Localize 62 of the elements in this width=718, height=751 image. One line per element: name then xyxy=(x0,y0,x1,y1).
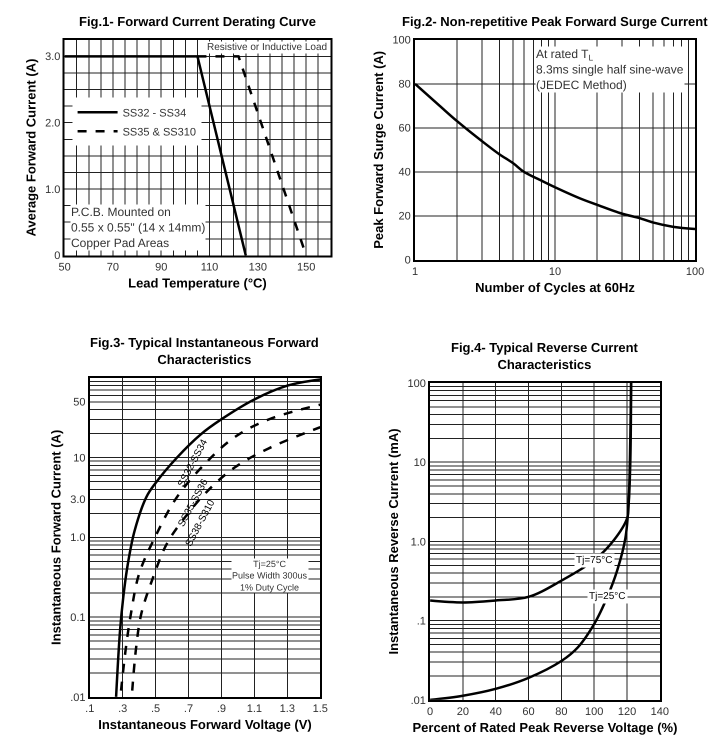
y-tick-label: 80 xyxy=(398,78,411,91)
y-axis-title: Peak Forward Surge Current (A) xyxy=(370,50,386,249)
x-tick-label: 150 xyxy=(296,262,316,274)
y-axis-title: Average Forward Current (A) xyxy=(24,58,39,237)
x-tick-label: 100 xyxy=(686,266,704,278)
x-axis-title: Number of Cycles at 60Hz xyxy=(475,280,636,296)
y-axis-title: Instantaneous Reverse Current (mA) xyxy=(386,428,401,655)
x-tick-label: 120 xyxy=(618,706,636,718)
annotation: At rated T$_{L}$ 8.3ms single half sine-wave (JEDEC Method) xyxy=(536,47,684,92)
y-tick-label: 40 xyxy=(398,166,411,179)
x-tick-label: 110 xyxy=(200,262,218,274)
y-tick-label: 1.0 xyxy=(410,536,426,548)
y-tick-label: 1.0 xyxy=(70,532,86,544)
x-axis-title: Percent of Rated Peak Reverse Voltage (%) xyxy=(412,720,678,736)
legend-label: SS32 - SS34 xyxy=(122,107,186,120)
x-axis-title: Instantaneous Forward Voltage (V) xyxy=(98,717,312,732)
x-tick-label: .7 xyxy=(184,703,194,716)
x-tick-label: 90 xyxy=(155,262,168,274)
y-tick-label: 100 xyxy=(392,34,411,47)
y-tick-label: 10 xyxy=(73,452,86,464)
x-tick-label: 130 xyxy=(248,262,268,274)
x-tick-label: 1.5 xyxy=(312,703,328,716)
chart-title: Fig.2- Non-repetitive Peak Forward Surge Current xyxy=(402,14,708,29)
x-tick-label: 140 xyxy=(650,706,670,718)
x-tick-label: 1 xyxy=(412,266,418,278)
x-tick-label: .3 xyxy=(118,703,128,716)
x-tick-label: .1 xyxy=(85,703,94,716)
chart-title: Fig.1- Forward Current Derating Curve xyxy=(79,14,316,29)
x-tick-label: 80 xyxy=(555,706,568,718)
y-tick-label: 20 xyxy=(398,210,411,223)
x-tick-label: 100 xyxy=(585,706,604,718)
y-tick-label: 3.0 xyxy=(70,494,86,506)
y-tick-label: 0 xyxy=(54,250,60,262)
x-axis-title: Lead Temperature (°C) xyxy=(128,276,267,291)
chart-title: Fig.3- Typical Instantaneous Forward Characteristics xyxy=(90,335,319,367)
x-tick-label: 60 xyxy=(522,706,535,718)
x-tick-label: 1.1 xyxy=(246,703,262,716)
y-tick-label: .01 xyxy=(410,694,426,707)
y-tick-label: 50 xyxy=(73,396,86,409)
annotation: Tj=25°C Pulse Width 300us 1% Duty Cycle xyxy=(232,559,308,592)
annotation: Resistive or Inductive Load xyxy=(207,42,328,53)
x-tick-label: 70 xyxy=(106,262,120,274)
x-tick-label: 10 xyxy=(548,266,562,278)
chart-title: Fig.4- Typical Reverse Current Characteristics xyxy=(451,340,639,372)
y-axis-title: Instantaneous Forward Current (A) xyxy=(48,430,64,645)
y-tick-label: 2.0 xyxy=(45,118,60,130)
y-tick-label: 0.1 xyxy=(70,612,86,624)
y-tick-label: 60 xyxy=(398,122,411,135)
x-tick-label: 1.3 xyxy=(280,703,295,716)
x-tick-label: 50 xyxy=(58,262,71,274)
y-tick-label: 10 xyxy=(414,457,426,470)
x-tick-label: .5 xyxy=(151,703,160,716)
annotation: P.C.B. Mounted on 0.55 x 0.55" (14 x 14mm) Copper Pad Areas xyxy=(71,205,206,250)
y-tick-label: 1.0 xyxy=(45,184,60,196)
x-tick-label: 20 xyxy=(456,706,470,718)
x-tick-label: .9 xyxy=(216,703,226,716)
y-tick-label: .1 xyxy=(416,616,426,628)
y-tick-label: .01 xyxy=(70,692,86,704)
legend-label: SS35 & SS310 xyxy=(122,126,196,138)
x-tick-label: 40 xyxy=(490,706,502,718)
y-tick-label: 100 xyxy=(408,378,426,390)
y-tick-label: 3.0 xyxy=(45,51,60,64)
